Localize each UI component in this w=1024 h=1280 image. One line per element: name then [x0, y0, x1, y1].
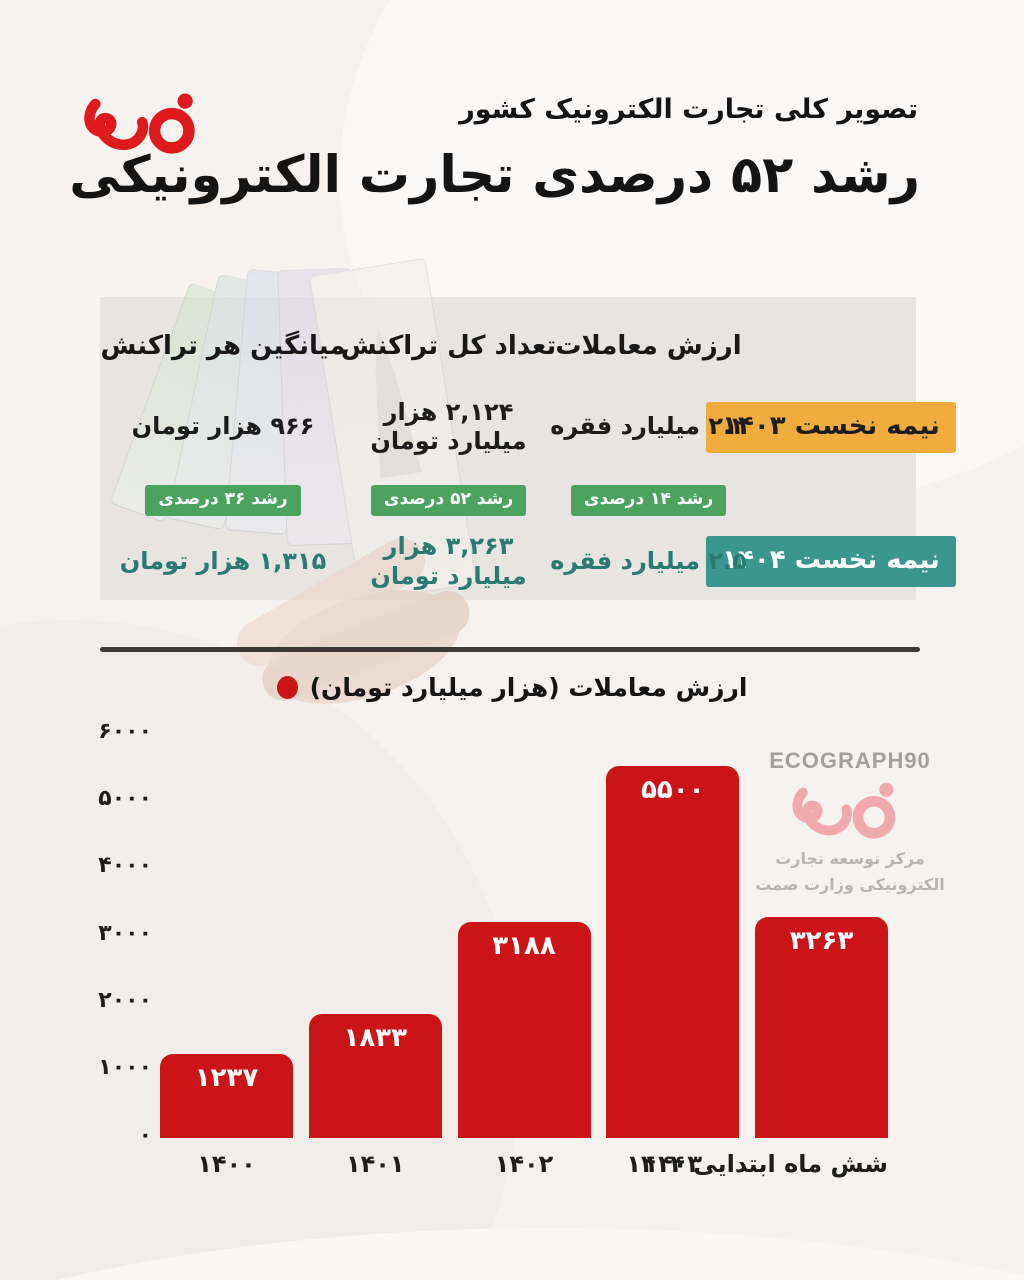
x-axis-label: ۱۴۰۳: [643, 1150, 703, 1178]
x-axis-label: ۱۴۰۱: [345, 1150, 405, 1178]
growth-row-spacer: [746, 477, 916, 523]
bar-value-label: ۱۲۳۷: [194, 1063, 259, 1094]
x-axis-label: شش ماه ابتدایی ۱۴۰۴: [626, 1150, 888, 1178]
x-axis-labels: ۱۴۰۰ ۱۴۰۱ ۱۴۰۲ ۱۴۰۳ شش ماه ابتدایی ۱۴۰۴: [160, 1150, 888, 1178]
value-1404-average: ۱,۳۱۵ هزار تومان: [119, 546, 327, 575]
bar-value-label: ۱۸۳۳: [343, 1022, 407, 1053]
value-1403-transactions: ۲.۲ میلیارد فقره: [550, 412, 747, 441]
legend-dot-icon: [276, 676, 298, 699]
value-1403-amount: ۲,۱۲۴ هزار میلیارد تومان: [370, 397, 527, 455]
value-1404-transactions: ۲.۵ میلیارد فقره: [550, 546, 747, 575]
period-badge-1403: نیمه نخست ۱۴۰۳: [706, 401, 956, 453]
watermark-logo-icon: [792, 782, 896, 839]
section-divider: [100, 647, 920, 652]
growth-badge-52: رشد ۵۲ درصدی: [370, 484, 527, 516]
value-1404-amount: ۳,۲۶۳ هزار میلیارد تومان: [370, 532, 527, 590]
plot-area: ۱۲۳۷ ۱۸۳۳ ۳۱۸۸ ۵۵۰۰ ۳۲۶۳: [160, 732, 888, 1138]
bar-1401: ۱۸۳۳: [308, 1013, 442, 1138]
y-axis-tick: ۴۰۰۰: [98, 853, 152, 878]
x-axis-label: ۱۴۰۲: [494, 1150, 554, 1178]
y-axis-tick: ۱۰۰۰: [98, 1055, 152, 1080]
y-axis-tick: ۶۰۰۰: [98, 719, 152, 744]
growth-cell-count: رشد ۵۲ درصدی: [346, 477, 551, 523]
bar-1402: ۳۱۸۸: [457, 922, 591, 1138]
watermark-org: مرکز توسعه تجارت الکترونیکی وزارت صمت: [755, 849, 945, 894]
bar-1404-first-half: ۳۲۶۳: [755, 917, 888, 1138]
bar-1400: ۱۲۳۷: [160, 1054, 293, 1138]
growth-cell-value: رشد ۱۴ درصدی: [551, 477, 746, 523]
bar-value-label: ۵۵۰۰: [641, 774, 705, 805]
y-axis-tick: ۰: [138, 1123, 152, 1148]
bar-1403: ۵۵۰۰: [606, 765, 740, 1138]
chart-legend: ارزش معاملات (هزار میلیارد تومان): [0, 673, 1024, 702]
page-title: رشد ۵۲ درصدی تجارت الکترونیکی: [69, 146, 920, 205]
y-axis-tick: ۳۰۰۰: [98, 921, 152, 946]
summary-card: ارزش معاملات تعداد کل تراکنش میانگین هر …: [100, 257, 956, 726]
column-header-count: تعداد کل تراکنش: [340, 331, 557, 361]
watermark-brand: ECOGRAPH90: [769, 748, 931, 773]
growth-badge-36: رشد ۳۶ درصدی: [145, 484, 301, 516]
x-axis-label: ۱۴۰۰: [197, 1150, 256, 1178]
watermark: ECOGRAPH90 مرکز توسعه تجارت الکترونیکی و…: [750, 748, 950, 897]
table-row-1403-period: نیمه نخست ۱۴۰۳: [706, 377, 956, 477]
legend-label: ارزش معاملات (هزار میلیارد تومان): [309, 673, 748, 702]
brand-logo-icon: [84, 93, 195, 154]
bar-chart: ۶۰۰۰ ۵۰۰۰ ۴۰۰۰ ۳۰۰۰ ۲۰۰۰ ۱۰۰۰ ۰ ۱۲۳۷ ۱۸۳…: [98, 718, 920, 1218]
page-kicker: تصویر کلی تجارت الکترونیک کشور: [459, 94, 918, 125]
table-row-1404-period: نیمه نخست ۱۴۰۴: [706, 523, 956, 600]
y-axis-tick: ۵۰۰۰: [98, 786, 152, 811]
column-header-average: میانگین هر تراکنش: [100, 331, 346, 361]
value-1403-average: ۹۶۶ هزار تومان: [131, 412, 315, 441]
growth-badge-14: رشد ۱۴ درصدی: [570, 484, 727, 516]
y-axis-tick: ۲۰۰۰: [98, 988, 152, 1013]
growth-cell-average: رشد ۳۶ درصدی: [100, 477, 346, 523]
column-header-value: ارزش معاملات: [555, 331, 742, 361]
bar-value-label: ۳۱۸۸: [492, 931, 556, 962]
bar-value-label: ۳۲۶۳: [789, 926, 854, 957]
summary-table: ارزش معاملات تعداد کل تراکنش میانگین هر …: [100, 297, 956, 600]
period-column-header: [746, 297, 916, 377]
period-badge-1404: نیمه نخست ۱۴۰۴: [706, 536, 956, 587]
